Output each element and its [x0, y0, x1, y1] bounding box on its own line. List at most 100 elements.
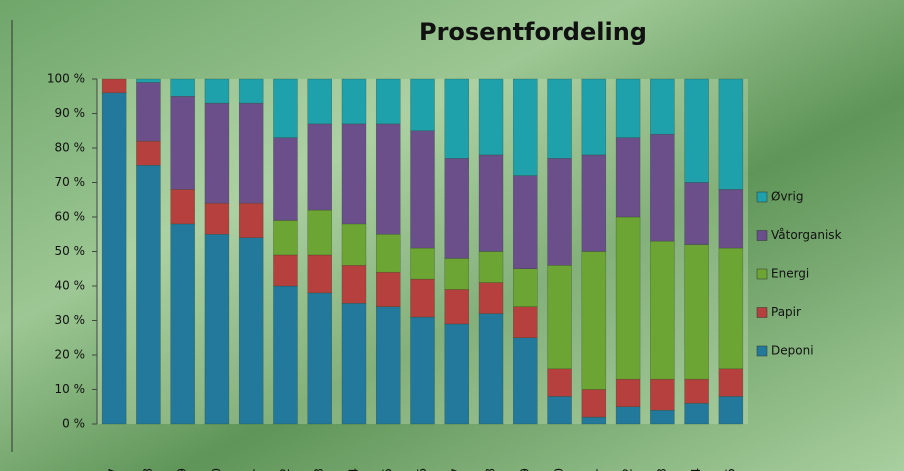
- bar-segment: [718, 78, 744, 190]
- bar-segment: [307, 123, 332, 211]
- x-tick-label: 010: [552, 468, 566, 471]
- y-tick-label: 10 %: [55, 382, 86, 396]
- bar-segment: [547, 265, 572, 370]
- bar-segment: [341, 223, 367, 266]
- legend-label: Energi: [771, 267, 809, 281]
- bar-segment: [238, 78, 264, 104]
- legend-swatch: [756, 307, 768, 318]
- y-tick-label: 80 %: [55, 141, 86, 155]
- x-tick-label: 003: [312, 468, 326, 471]
- x-tick-label: 004: [346, 468, 360, 471]
- x-tick-label: 006: [415, 468, 429, 471]
- bar-segment: [513, 268, 538, 307]
- bar-segment: [615, 216, 641, 380]
- bar-segment: [273, 220, 298, 256]
- bar-segment: [615, 137, 641, 218]
- bar-segment: [307, 78, 332, 125]
- bar-segment: [136, 140, 161, 166]
- x-tick-label: 001: [244, 468, 258, 471]
- bar-segment: [581, 78, 607, 156]
- x-tick-label: 007: [449, 468, 463, 471]
- bar-segment: [410, 247, 435, 280]
- bar-segment: [718, 247, 744, 370]
- bar-segment: [513, 337, 538, 425]
- bar-segment: [410, 278, 435, 318]
- y-tick-label: 20 %: [55, 348, 86, 362]
- legend-swatch: [756, 268, 768, 280]
- x-tick-label: 999: [175, 468, 189, 471]
- bar-segment: [478, 313, 504, 425]
- y-tick-label: 100 %: [47, 72, 85, 86]
- bar-segment: [718, 368, 744, 397]
- bar-segment: [581, 251, 607, 390]
- bar-segment: [581, 154, 607, 252]
- bar-segment: [650, 378, 675, 411]
- bar-segment: [478, 282, 504, 314]
- bar-segment: [581, 389, 607, 418]
- bar-segment: [204, 234, 230, 425]
- bar-segment: [341, 303, 367, 425]
- y-tick-label: 30 %: [55, 313, 86, 327]
- bar-segment: [170, 189, 195, 225]
- bar-segment: [273, 137, 298, 221]
- bar-segment: [410, 316, 435, 425]
- bar-segment: [101, 92, 127, 425]
- bar-segment: [204, 202, 230, 235]
- x-tick-label: 005: [381, 468, 395, 471]
- bar-segment: [307, 209, 332, 256]
- bar-segment: [375, 306, 401, 425]
- bar-segment: [547, 368, 572, 397]
- y-tick-label: 70 %: [55, 175, 86, 189]
- x-tick-label: 009: [518, 468, 532, 471]
- bar-segment: [684, 403, 709, 425]
- x-tick-label: 014: [689, 468, 703, 471]
- bar-segment: [718, 189, 744, 249]
- bar-segment: [718, 396, 744, 425]
- bar-segment: [547, 78, 572, 159]
- bar-segment: [650, 133, 675, 242]
- bar-segment: [375, 123, 401, 235]
- bar-segment: [273, 254, 298, 287]
- bar-segment: [478, 78, 504, 156]
- bar-segment: [684, 182, 709, 245]
- legend-label: Deponi: [771, 344, 814, 358]
- y-tick-label: 60 %: [55, 210, 86, 224]
- bar-segment: [238, 202, 264, 238]
- bar-segment: [650, 409, 675, 425]
- bar-segment: [307, 292, 332, 425]
- bar-segment: [410, 78, 435, 131]
- bar-segment: [615, 378, 641, 407]
- bar-segment: [170, 78, 195, 97]
- bar-segment: [615, 78, 641, 138]
- bar-segment: [204, 102, 230, 204]
- bar-segment: [684, 78, 709, 183]
- bar-segment: [136, 82, 161, 142]
- bar-segment: [341, 265, 367, 304]
- x-tick-label: 011: [586, 468, 600, 471]
- bar-segment: [478, 154, 504, 252]
- bar-segment: [238, 102, 264, 204]
- y-tick-label: 50 %: [55, 244, 86, 258]
- legend-swatch: [756, 345, 768, 357]
- bar-segment: [170, 223, 195, 425]
- legend-label: Papir: [771, 305, 801, 319]
- bar-segment: [650, 240, 675, 380]
- bar-segment: [478, 251, 504, 283]
- bar-segment: [581, 416, 607, 425]
- bar-segment: [444, 289, 470, 325]
- x-tick-label: 012: [621, 468, 635, 471]
- bar-segment: [547, 158, 572, 266]
- x-tick-label: 015: [723, 468, 737, 471]
- x-tick-label: 000: [209, 468, 223, 471]
- x-tick-label: 998: [141, 468, 155, 471]
- bar-segment: [101, 78, 127, 94]
- bar-segment: [444, 78, 470, 159]
- x-tick-label: 013: [655, 468, 669, 471]
- bar-segment: [650, 78, 675, 135]
- bar-segment: [444, 258, 470, 290]
- bar-segment: [615, 406, 641, 425]
- bar-segment: [170, 96, 195, 190]
- bar-segment: [273, 285, 298, 425]
- bar-segment: [273, 78, 298, 138]
